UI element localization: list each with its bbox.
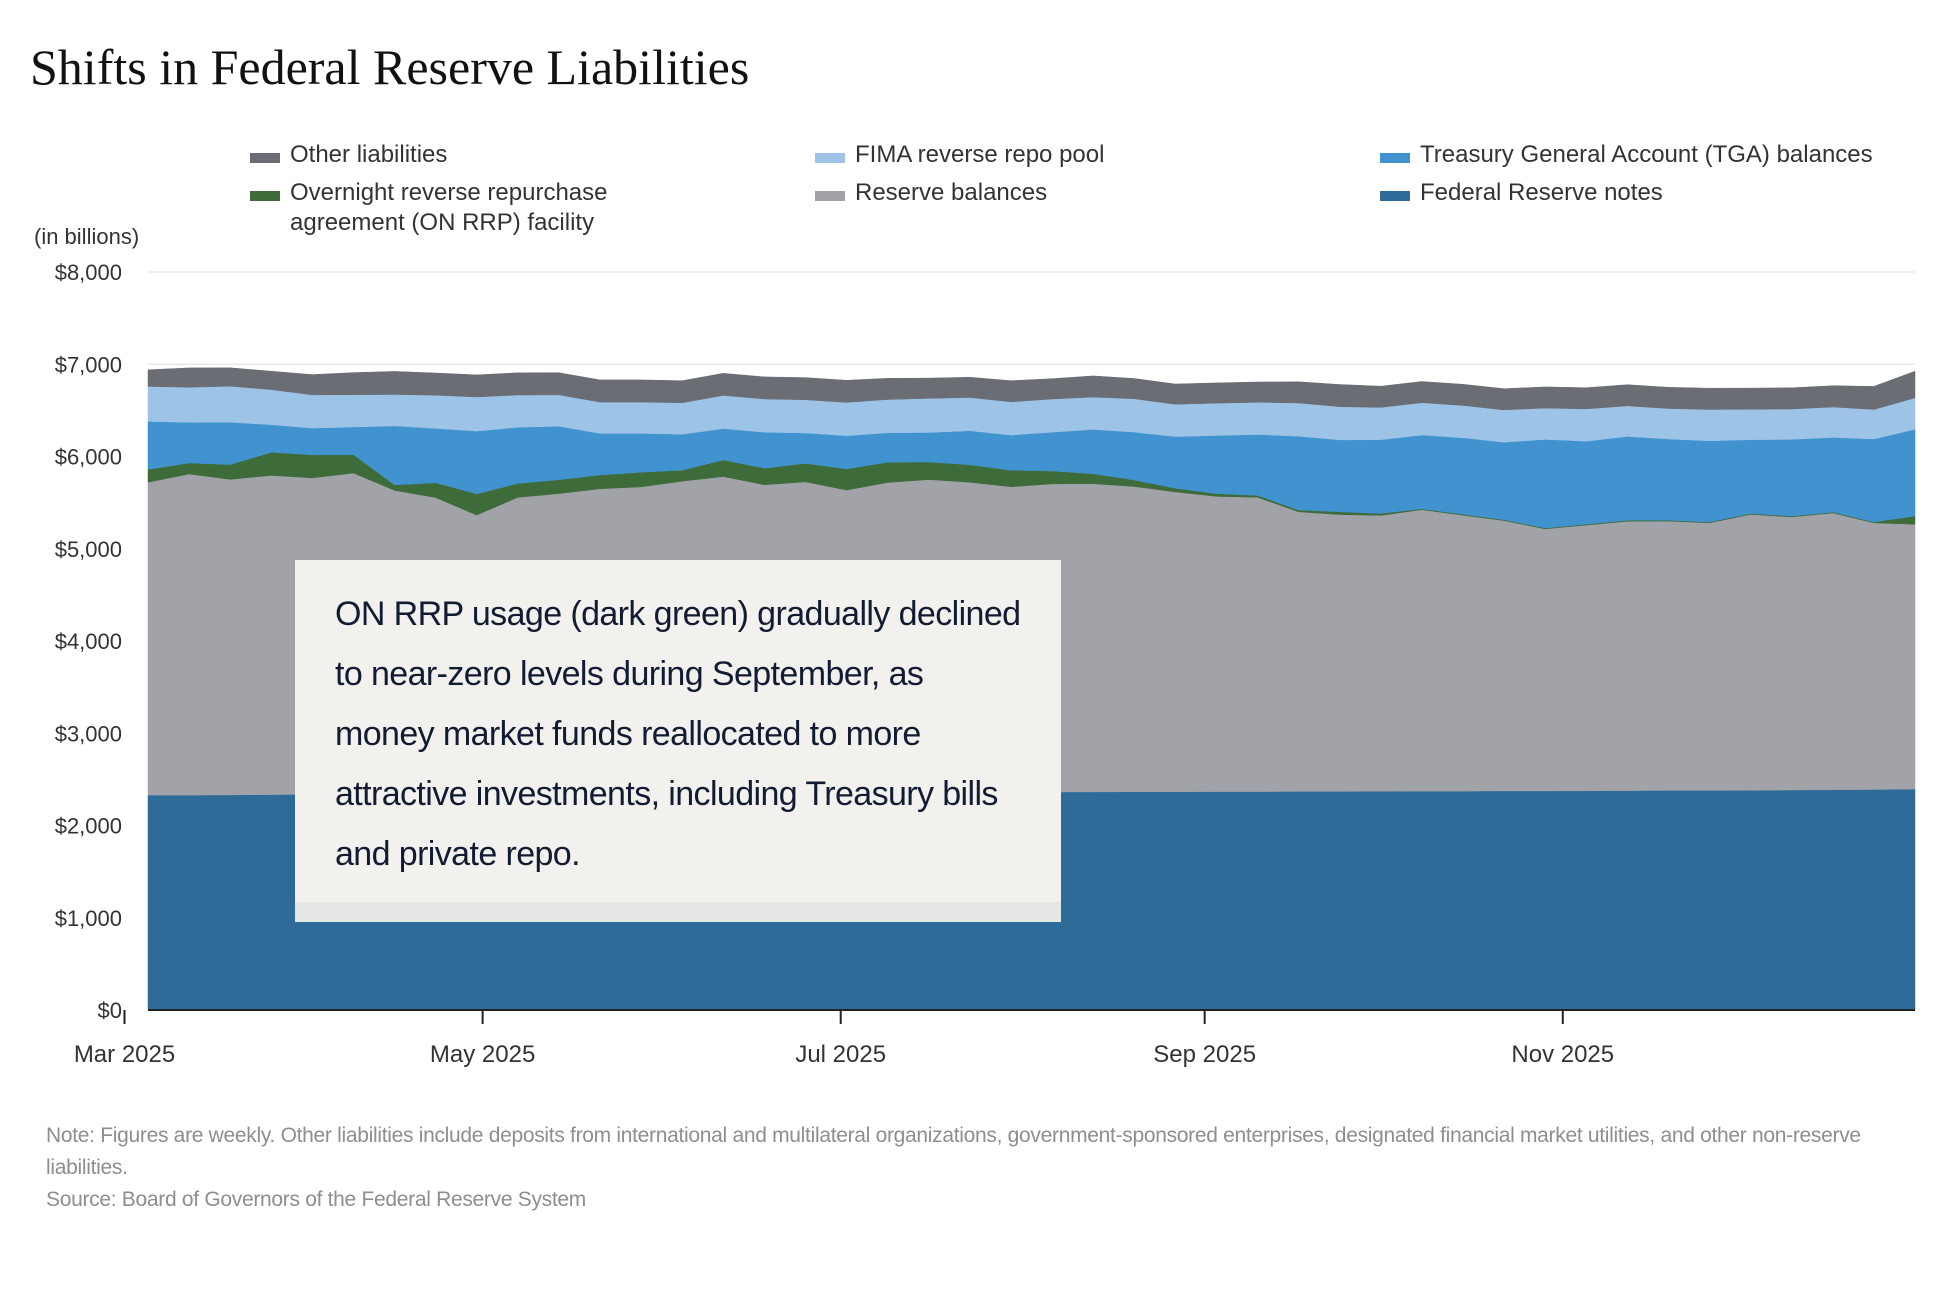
legend-item-on-rrp: Overnight reverse repurchase agreement (… — [250, 178, 810, 238]
legend-swatch — [815, 191, 845, 201]
legend-item-fima-reverse-repo: FIMA reverse repo pool — [815, 140, 1375, 170]
source-text: Source: Board of Governors of the Federa… — [46, 1188, 586, 1211]
legend-label: Other liabilities — [290, 141, 448, 168]
legend-swatch — [250, 153, 280, 163]
x-tick-label: Mar 2025 — [74, 1041, 175, 1068]
x-tick-label: Jul 2025 — [795, 1041, 886, 1068]
y-tick-label: $3,000 — [55, 721, 122, 746]
legend-item-other-liabilities: Other liabilities — [250, 140, 810, 170]
axes: $0 $1,000 $2,000 $3,000 $4,000 $5,000 $6,000 $7… — [55, 260, 1915, 1068]
y-tick-label: $0 — [98, 998, 122, 1023]
legend-item-reserve-balances: Reserve balances — [815, 178, 1375, 208]
y-axis-unit-label: (in billions) — [34, 224, 140, 249]
y-tick-label: $4,000 — [55, 629, 122, 654]
legend-item-tga-balances: Treasury General Account (TGA) balances — [1380, 140, 1940, 170]
note-text: Note: Figures are weekly. Other liabilit… — [46, 1124, 1861, 1179]
chart-title: Shifts in Federal Reserve Liabilities — [30, 39, 750, 95]
legend-swatch — [250, 191, 280, 201]
legend-item-federal-reserve-notes: Federal Reserve notes — [1380, 178, 1940, 208]
legend-label: Reserve balances — [855, 179, 1048, 206]
legend-label: FIMA reverse repo pool — [855, 141, 1105, 168]
y-tick-label: $2,000 — [55, 814, 122, 839]
legend-label: Overnight reverse repurchase agreement (… — [290, 179, 608, 236]
legend-label: Federal Reserve notes — [1420, 179, 1663, 206]
x-tick-label: May 2025 — [430, 1041, 535, 1068]
y-tick-label: $6,000 — [55, 445, 122, 470]
footnote: Note: Figures are weekly. Other liabilit… — [46, 1120, 1906, 1216]
legend-swatch — [1380, 153, 1410, 163]
annotation-text: ON RRP usage (dark green) gradually decl… — [335, 595, 1021, 873]
y-tick-label: $5,000 — [55, 537, 122, 562]
legend-swatch — [815, 153, 845, 163]
annotation-band — [295, 902, 1061, 922]
stacked-area-chart: $0 $1,000 $2,000 $3,000 $4,000 $5,000 $6,000 $7… — [55, 260, 1916, 1068]
y-tick-label: $1,000 — [55, 906, 122, 931]
legend-swatch — [1380, 191, 1410, 201]
legend-label: Treasury General Account (TGA) balances — [1420, 141, 1873, 168]
area-other-liabilities — [147, 367, 1916, 411]
y-tick-label: $8,000 — [55, 260, 122, 285]
y-tick-label: $7,000 — [55, 352, 122, 377]
x-tick-label: Nov 2025 — [1511, 1041, 1614, 1068]
annotation-callout: ON RRP usage (dark green) gradually decl… — [295, 560, 1061, 922]
x-tick-label: Sep 2025 — [1153, 1041, 1256, 1068]
